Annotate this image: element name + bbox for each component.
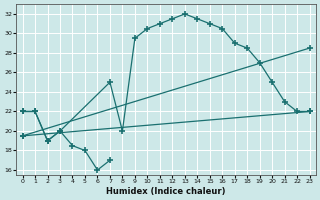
X-axis label: Humidex (Indice chaleur): Humidex (Indice chaleur) (106, 187, 226, 196)
